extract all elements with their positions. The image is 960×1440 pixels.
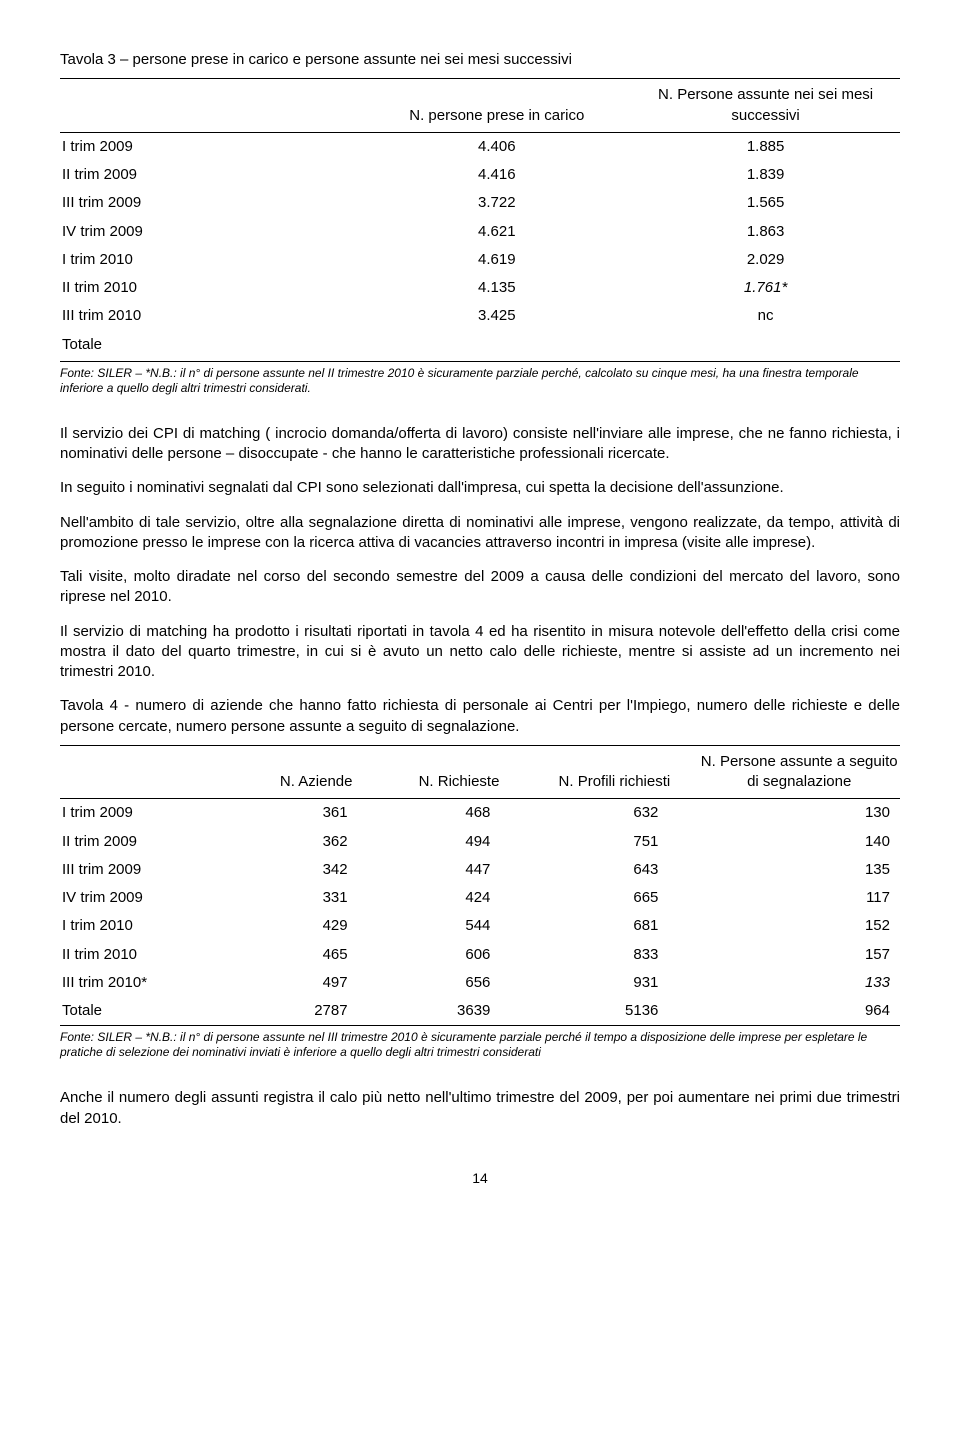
table-row: I trim 20104.6192.029 bbox=[60, 246, 900, 274]
table3-title: Tavola 3 – persone prese in carico e per… bbox=[60, 50, 900, 70]
paragraph-7: Anche il numero degli assunti registra i… bbox=[60, 1088, 900, 1129]
table-row: II trim 2009362494751140 bbox=[60, 828, 900, 856]
table-row: III trim 2009342447643135 bbox=[60, 856, 900, 884]
table-row: III trim 20103.425nc bbox=[60, 302, 900, 330]
table3-head-col2: N. Persone assunte nei sei mesi successi… bbox=[631, 79, 900, 133]
table-row: II trim 20104.1351.761* bbox=[60, 274, 900, 302]
table4-head-col4: N. Persone assunte a seguito di segnalaz… bbox=[698, 745, 900, 799]
table-row: III trim 20093.7221.565 bbox=[60, 189, 900, 217]
table4-head-col3: N. Profili richiesti bbox=[530, 745, 698, 799]
table-row: I trim 20094.4061.885 bbox=[60, 132, 900, 161]
table-row: II trim 2010465606833157 bbox=[60, 941, 900, 969]
table4-head-col1: N. Aziende bbox=[245, 745, 388, 799]
table3-totale-row: Totale bbox=[60, 331, 900, 362]
table-row: IV trim 20094.6211.863 bbox=[60, 218, 900, 246]
paragraph-5: Il servizio di matching ha prodotto i ri… bbox=[60, 622, 900, 683]
table-row: III trim 2010*497656931133 bbox=[60, 969, 900, 997]
table3: N. persone prese in carico N. Persone as… bbox=[60, 78, 900, 362]
paragraph-2: In seguito i nominativi segnalati dal CP… bbox=[60, 478, 900, 498]
paragraph-1: Il servizio dei CPI di matching ( incroc… bbox=[60, 424, 900, 465]
table3-note: Fonte: SILER – *N.B.: il n° di persone a… bbox=[60, 366, 900, 396]
table-row: IV trim 2009331424665117 bbox=[60, 884, 900, 912]
paragraph-4: Tali visite, molto diradate nel corso de… bbox=[60, 567, 900, 608]
table4-totale-row: Totale278736395136964 bbox=[60, 997, 900, 1026]
table4-note: Fonte: SILER – *N.B.: il n° di persone a… bbox=[60, 1030, 900, 1060]
page-number: 14 bbox=[60, 1169, 900, 1188]
paragraph-3: Nell'ambito di tale servizio, oltre alla… bbox=[60, 513, 900, 554]
table-row: I trim 2009361468632130 bbox=[60, 799, 900, 828]
table4-title: Tavola 4 - numero di aziende che hanno f… bbox=[60, 696, 900, 737]
table3-head-blank bbox=[60, 79, 362, 133]
table4-head-blank bbox=[60, 745, 245, 799]
table4-head-col2: N. Richieste bbox=[388, 745, 531, 799]
table4: N. Aziende N. Richieste N. Profili richi… bbox=[60, 745, 900, 1027]
table-row: II trim 20094.4161.839 bbox=[60, 161, 900, 189]
table-row: I trim 2010429544681152 bbox=[60, 912, 900, 940]
table3-head-col1: N. persone prese in carico bbox=[362, 79, 631, 133]
